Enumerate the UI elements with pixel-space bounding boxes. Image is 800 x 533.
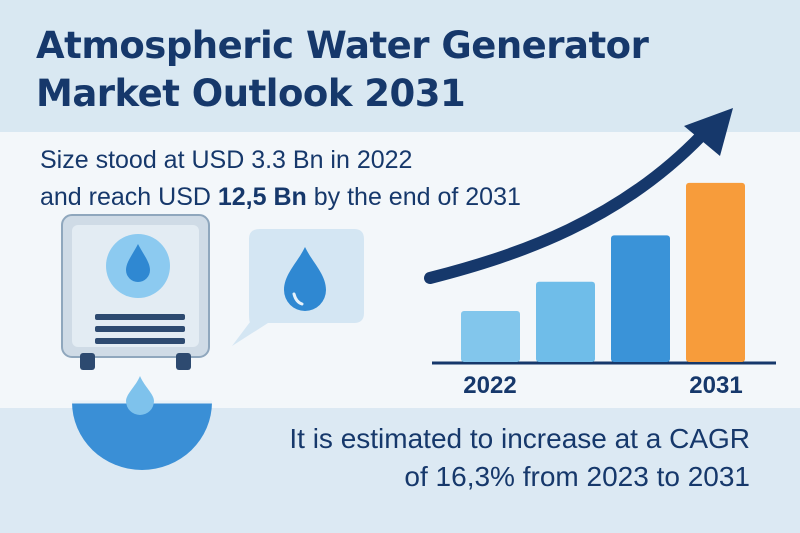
growth-arrow-head <box>684 108 733 156</box>
cagr-line-1: It is estimated to increase at a CAGR <box>289 423 750 454</box>
falling-drop-icon <box>126 376 154 415</box>
market-size-prefix: and reach USD <box>40 183 218 211</box>
bar-4 <box>686 182 745 362</box>
x-tick-2031: 2031 <box>689 372 742 399</box>
water-generator-icon <box>61 214 210 370</box>
market-size-2031-text: and reach USD 12,5 Bn by the end of 2031 <box>40 183 521 212</box>
market-size-2022-text: Size stood at USD 3.3 Bn in 2022 <box>40 146 413 174</box>
bar-2 <box>536 281 595 362</box>
market-bar-chart: 2022 2031 <box>424 108 776 399</box>
page-title: Atmospheric Water Generator Market Outlo… <box>36 22 649 118</box>
cagr-statement: It is estimated to increase at a CAGR of… <box>289 420 750 496</box>
market-size-suffix: by the end of 2031 <box>306 183 521 211</box>
header-band <box>0 0 800 132</box>
market-size-value: 12,5 Bn <box>217 183 307 211</box>
bar-1 <box>461 311 520 362</box>
growth-arrow-icon <box>424 129 708 284</box>
title-line-1: Atmospheric Water Generator <box>36 24 649 67</box>
bar-3 <box>611 235 670 362</box>
water-drop-speech-bubble-icon <box>232 229 364 346</box>
cagr-line-2: of 16,3% from 2023 to 2031 <box>404 461 750 492</box>
title-line-2: Market Outlook 2031 <box>36 72 466 115</box>
x-tick-2022: 2022 <box>463 372 516 399</box>
